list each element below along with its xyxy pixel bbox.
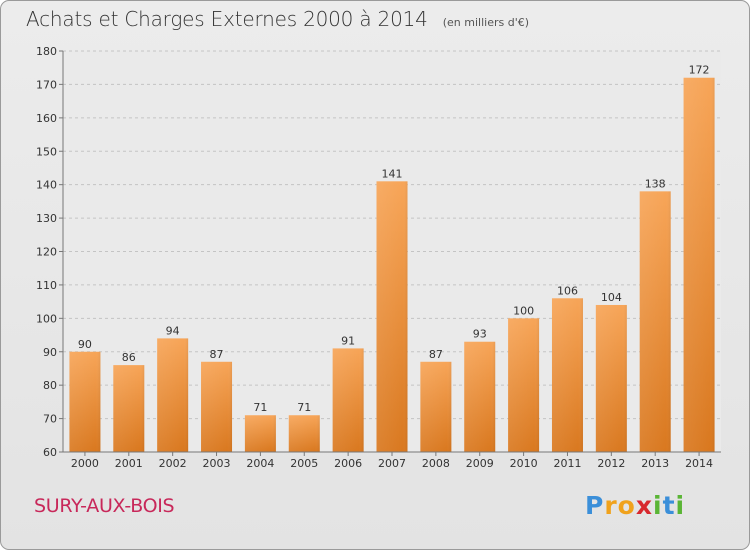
x-tick-label: 2009 [466,457,494,470]
axis-layer: 60 70 80 90 100 110 120 130 140 150 160 170 180 2000 2… [36,45,721,470]
x-tick-label: 2007 [378,457,406,470]
bar-shade [464,341,496,452]
bar-value-label: 100 [513,304,534,317]
bar-shade [113,365,145,452]
bar-shade [376,181,408,452]
bar-shade [508,318,540,452]
bar-shade [551,298,583,452]
y-tick-label: 120 [36,246,57,259]
y-tick-label: 60 [43,446,57,459]
x-tick-label: 2005 [290,457,318,470]
bar-value-label: 87 [429,348,443,361]
bar-value-label: 138 [645,177,666,190]
y-tick-label: 140 [36,179,57,192]
bar-shade [69,351,101,452]
y-tick-label: 100 [36,312,57,325]
x-tick-label: 2006 [334,457,362,470]
y-tick-label: 90 [43,346,57,359]
bar-value-label: 71 [297,401,311,414]
y-tick-label: 170 [36,78,57,91]
bar-value-label: 86 [122,351,136,364]
logo-letter: r [604,491,618,520]
bar-value-label: 93 [473,328,487,341]
bar-shade [595,304,627,452]
bar-value-label: 87 [210,348,224,361]
x-tick-label: 2000 [71,457,99,470]
y-tick-label: 130 [36,212,57,225]
bar-value-label: 172 [689,64,710,77]
x-tick-label: 2012 [597,457,625,470]
bar-value-label: 104 [601,291,622,304]
bar-shade [639,191,671,452]
bar-shade [201,361,233,452]
logo-letter: t [662,491,676,520]
bar-shade [420,361,452,452]
y-tick-label: 150 [36,145,57,158]
chart-title: Achats et Charges Externes 2000 à 2014 [26,7,428,31]
bar-value-label: 94 [166,324,180,337]
bar-shade [244,415,276,452]
x-tick-label: 2011 [553,457,581,470]
title-row: Achats et Charges Externes 2000 à 2014 (… [26,7,529,31]
x-tick-label: 2002 [159,457,187,470]
bar-value-label: 106 [557,284,578,297]
chart-unit-note: (en milliers d'€) [442,16,530,29]
bar-value-label: 90 [78,338,92,351]
bar-shade [157,338,189,452]
logo-letter: o [617,491,636,520]
commune-name: SURY-AUX-BOIS [34,495,175,517]
logo-letter: i [675,491,686,520]
x-tick-label: 2013 [641,457,669,470]
y-tick-label: 160 [36,112,57,125]
bar-shade [683,77,715,452]
y-tick-label: 110 [36,279,57,292]
y-tick-label: 180 [36,45,57,58]
logo-letter: i [653,491,663,520]
bar-value-label: 71 [253,401,267,414]
x-tick-label: 2014 [685,457,713,470]
x-tick-label: 2001 [115,457,143,470]
logo-letter: P [585,491,605,520]
bar-value-label: 141 [382,167,403,180]
bar-value-label: 91 [341,334,355,347]
y-tick-label: 70 [43,413,57,426]
logo-letter: x [635,491,653,520]
x-tick-label: 2008 [422,457,450,470]
bar-shade [332,348,364,452]
y-tick-label: 80 [43,379,57,392]
bar-shade [288,415,320,452]
bar-layer: 90 86 94 87 71 71 91 141 87 93 100 106 104 138 172 [69,64,715,452]
x-tick-label: 2003 [203,457,231,470]
x-tick-label: 2004 [246,457,274,470]
x-tick-label: 2010 [510,457,538,470]
proxiti-logo: Proxiti [585,491,685,520]
